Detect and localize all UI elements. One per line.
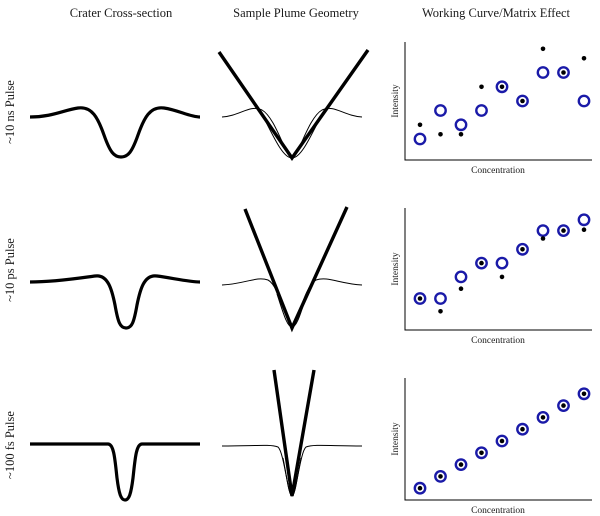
plot-axes [404, 208, 592, 331]
open-circle-point [536, 410, 550, 424]
plume-surface-10ps [221, 278, 363, 328]
open-circle-point [475, 256, 488, 270]
filled-dot-point [417, 122, 423, 128]
filled-dot-point [581, 391, 587, 397]
open-circle-point [516, 242, 529, 256]
filled-dot-point [581, 227, 587, 232]
open-circle-point [475, 104, 488, 117]
data-points [413, 213, 591, 314]
filled-dot-point [540, 415, 546, 420]
open-circle-point [475, 446, 488, 460]
column-header-plume: Sample Plume Geometry [233, 6, 359, 20]
filled-dot-point [458, 462, 464, 467]
filled-dot-point [417, 296, 423, 301]
row-label-10ns: ~10 ns Pulse [3, 80, 17, 144]
filled-dot-point [438, 309, 443, 314]
open-circle-point [413, 481, 427, 495]
plume-cone-10ns [217, 49, 370, 161]
filled-dot-point [499, 438, 505, 444]
filled-dot-point [540, 46, 546, 52]
open-circle-point [577, 387, 591, 401]
open-circle-point [495, 434, 509, 448]
y-axis-label: Intensity [391, 84, 401, 117]
x-axis-label: Concentration [471, 506, 525, 516]
plume-cone-100fs [272, 369, 316, 497]
crater-profile-100fs [30, 442, 200, 502]
open-circle-point [536, 224, 550, 238]
filled-dot-point [438, 474, 443, 479]
column-header-working-curve: Working Curve/Matrix Effect [422, 6, 571, 20]
plume-crater-thin-10ns [265, 121, 319, 159]
open-circle-point [495, 256, 509, 270]
y-axis-label: Intensity [391, 252, 401, 285]
open-circle-point [557, 399, 570, 412]
working-curve-plot-100fs: Concentration Intensity [391, 378, 592, 516]
working-curve-plot-10ps: Concentration Intensity [391, 208, 592, 346]
y-axis-label: Intensity [391, 422, 401, 455]
filled-dot-point [520, 98, 525, 104]
x-axis-label: Concentration [471, 336, 525, 346]
open-circle-point [557, 224, 570, 238]
plume-surface-10ns [221, 107, 363, 159]
open-circle-point [434, 469, 447, 483]
plume-cone-10ps [243, 206, 349, 333]
filled-dot-point [479, 84, 484, 90]
open-circle-point [434, 104, 447, 117]
filled-dot-point [561, 228, 566, 233]
open-circle-point [495, 80, 509, 94]
filled-dot-point [458, 132, 464, 137]
filled-dot-point [479, 450, 484, 456]
open-circle-point [434, 292, 447, 305]
data-points [413, 387, 591, 495]
plot-axes [404, 42, 592, 161]
crater-profile-10ps [29, 274, 201, 330]
filled-dot-point [499, 274, 505, 280]
filled-dot-point [581, 56, 587, 61]
filled-dot-point [561, 403, 566, 408]
filled-dot-point [520, 426, 525, 432]
filled-dot-point [479, 260, 484, 266]
filled-dot-point [499, 84, 505, 90]
open-circle-point [413, 292, 427, 305]
row-label-100fs: ~100 fs Pulse [3, 411, 17, 479]
open-circle-point [536, 66, 550, 79]
open-circle-point [454, 118, 468, 132]
open-circle-point [454, 270, 468, 284]
filled-dot-point [438, 132, 443, 137]
open-circle-point [413, 132, 427, 146]
filled-dot-point [458, 286, 464, 292]
open-circle-point [516, 422, 529, 436]
filled-dot-point [417, 485, 423, 491]
filled-dot-point [561, 70, 566, 75]
working-curve-plot-10ns: Concentration Intensity [391, 42, 592, 176]
open-circle-point [577, 213, 591, 227]
crater-profile-10ns [29, 106, 201, 159]
data-points [413, 46, 591, 146]
filled-dot-point [540, 236, 546, 241]
open-circle-point [557, 66, 570, 79]
column-header-crater: Crater Cross-section [70, 6, 173, 20]
filled-dot-point [520, 247, 525, 252]
plot-axes [404, 378, 592, 501]
open-circle-point [577, 94, 591, 108]
open-circle-point [454, 458, 468, 471]
row-label-10ps: ~10 ps Pulse [3, 238, 17, 302]
x-axis-label: Concentration [471, 166, 525, 176]
open-circle-point [516, 94, 529, 108]
